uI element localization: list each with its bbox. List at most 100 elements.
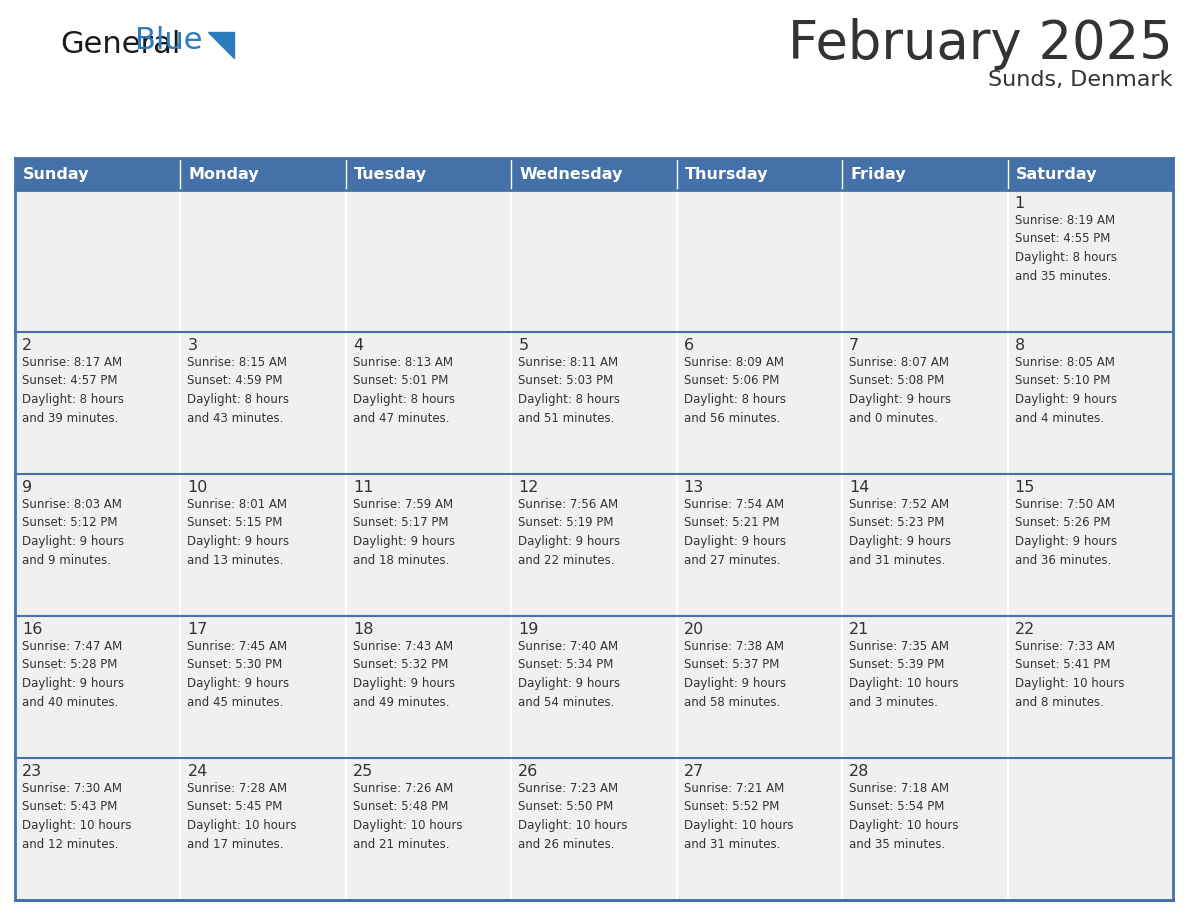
Text: 12: 12 — [518, 480, 538, 495]
Text: 9: 9 — [23, 480, 32, 495]
Bar — [346, 616, 511, 758]
Text: Sunrise: 8:19 AM
Sunset: 4:55 PM
Daylight: 8 hours
and 35 minutes.: Sunrise: 8:19 AM Sunset: 4:55 PM Dayligh… — [1015, 214, 1117, 283]
Bar — [346, 190, 511, 332]
Text: Sunrise: 8:15 AM
Sunset: 4:59 PM
Daylight: 8 hours
and 43 minutes.: Sunrise: 8:15 AM Sunset: 4:59 PM Dayligh… — [188, 356, 290, 424]
Text: Sunrise: 7:21 AM
Sunset: 5:52 PM
Daylight: 10 hours
and 31 minutes.: Sunrise: 7:21 AM Sunset: 5:52 PM Dayligh… — [684, 782, 794, 850]
Bar — [15, 190, 181, 332]
Text: 22: 22 — [1015, 622, 1035, 637]
Text: 4: 4 — [353, 338, 364, 353]
Bar — [842, 758, 1007, 900]
Text: 8: 8 — [1015, 338, 1025, 353]
Text: Saturday: Saturday — [1016, 166, 1097, 182]
Bar — [677, 332, 842, 474]
Text: 2: 2 — [23, 338, 32, 353]
Bar — [511, 332, 677, 474]
Text: 16: 16 — [23, 622, 43, 637]
Bar — [842, 158, 1007, 190]
Text: Tuesday: Tuesday — [354, 166, 426, 182]
Text: 13: 13 — [684, 480, 704, 495]
Bar — [1007, 616, 1173, 758]
Text: Wednesday: Wednesday — [519, 166, 623, 182]
Bar — [677, 616, 842, 758]
Text: Sunrise: 7:26 AM
Sunset: 5:48 PM
Daylight: 10 hours
and 21 minutes.: Sunrise: 7:26 AM Sunset: 5:48 PM Dayligh… — [353, 782, 462, 850]
Text: 1: 1 — [1015, 196, 1025, 211]
Text: 17: 17 — [188, 622, 208, 637]
Text: 7: 7 — [849, 338, 859, 353]
Text: 3: 3 — [188, 338, 197, 353]
Text: 23: 23 — [23, 764, 42, 779]
Bar — [677, 190, 842, 332]
Text: Sunrise: 7:33 AM
Sunset: 5:41 PM
Daylight: 10 hours
and 8 minutes.: Sunrise: 7:33 AM Sunset: 5:41 PM Dayligh… — [1015, 640, 1124, 709]
Bar — [15, 332, 181, 474]
Text: 18: 18 — [353, 622, 373, 637]
Text: 11: 11 — [353, 480, 373, 495]
Text: Friday: Friday — [851, 166, 905, 182]
Bar — [511, 758, 677, 900]
Bar — [181, 158, 346, 190]
Bar — [346, 332, 511, 474]
Bar — [181, 474, 346, 616]
Text: Monday: Monday — [189, 166, 259, 182]
Text: Sunrise: 7:35 AM
Sunset: 5:39 PM
Daylight: 10 hours
and 3 minutes.: Sunrise: 7:35 AM Sunset: 5:39 PM Dayligh… — [849, 640, 959, 709]
Bar — [511, 158, 677, 190]
Bar — [842, 332, 1007, 474]
Text: 14: 14 — [849, 480, 870, 495]
Text: Thursday: Thursday — [684, 166, 769, 182]
Text: Sunrise: 8:17 AM
Sunset: 4:57 PM
Daylight: 8 hours
and 39 minutes.: Sunrise: 8:17 AM Sunset: 4:57 PM Dayligh… — [23, 356, 124, 424]
Text: Sunrise: 7:47 AM
Sunset: 5:28 PM
Daylight: 9 hours
and 40 minutes.: Sunrise: 7:47 AM Sunset: 5:28 PM Dayligh… — [23, 640, 124, 709]
Bar — [1007, 158, 1173, 190]
Bar — [346, 758, 511, 900]
Bar — [15, 758, 181, 900]
Text: 10: 10 — [188, 480, 208, 495]
Text: Sunrise: 8:11 AM
Sunset: 5:03 PM
Daylight: 8 hours
and 51 minutes.: Sunrise: 8:11 AM Sunset: 5:03 PM Dayligh… — [518, 356, 620, 424]
Text: Sunds, Denmark: Sunds, Denmark — [988, 70, 1173, 90]
Text: Sunrise: 7:43 AM
Sunset: 5:32 PM
Daylight: 9 hours
and 49 minutes.: Sunrise: 7:43 AM Sunset: 5:32 PM Dayligh… — [353, 640, 455, 709]
Text: Sunrise: 8:13 AM
Sunset: 5:01 PM
Daylight: 8 hours
and 47 minutes.: Sunrise: 8:13 AM Sunset: 5:01 PM Dayligh… — [353, 356, 455, 424]
Text: 26: 26 — [518, 764, 538, 779]
Text: 5: 5 — [518, 338, 529, 353]
Bar — [1007, 474, 1173, 616]
Text: Sunrise: 7:23 AM
Sunset: 5:50 PM
Daylight: 10 hours
and 26 minutes.: Sunrise: 7:23 AM Sunset: 5:50 PM Dayligh… — [518, 782, 627, 850]
Text: Sunrise: 7:30 AM
Sunset: 5:43 PM
Daylight: 10 hours
and 12 minutes.: Sunrise: 7:30 AM Sunset: 5:43 PM Dayligh… — [23, 782, 132, 850]
Text: Sunrise: 8:05 AM
Sunset: 5:10 PM
Daylight: 9 hours
and 4 minutes.: Sunrise: 8:05 AM Sunset: 5:10 PM Dayligh… — [1015, 356, 1117, 424]
Bar — [346, 474, 511, 616]
Bar — [677, 474, 842, 616]
Bar — [181, 616, 346, 758]
Bar — [15, 474, 181, 616]
Text: Sunrise: 8:09 AM
Sunset: 5:06 PM
Daylight: 8 hours
and 56 minutes.: Sunrise: 8:09 AM Sunset: 5:06 PM Dayligh… — [684, 356, 785, 424]
Text: General: General — [61, 30, 181, 59]
Bar — [15, 616, 181, 758]
Bar — [511, 190, 677, 332]
Text: Sunrise: 8:01 AM
Sunset: 5:15 PM
Daylight: 9 hours
and 13 minutes.: Sunrise: 8:01 AM Sunset: 5:15 PM Dayligh… — [188, 498, 290, 566]
Bar — [1007, 758, 1173, 900]
Bar — [15, 158, 181, 190]
Text: 25: 25 — [353, 764, 373, 779]
Bar — [677, 158, 842, 190]
Bar — [1007, 190, 1173, 332]
Text: Sunrise: 7:18 AM
Sunset: 5:54 PM
Daylight: 10 hours
and 35 minutes.: Sunrise: 7:18 AM Sunset: 5:54 PM Dayligh… — [849, 782, 959, 850]
Bar — [346, 158, 511, 190]
Text: 6: 6 — [684, 338, 694, 353]
Text: Sunrise: 7:52 AM
Sunset: 5:23 PM
Daylight: 9 hours
and 31 minutes.: Sunrise: 7:52 AM Sunset: 5:23 PM Dayligh… — [849, 498, 952, 566]
Text: Sunrise: 7:40 AM
Sunset: 5:34 PM
Daylight: 9 hours
and 54 minutes.: Sunrise: 7:40 AM Sunset: 5:34 PM Dayligh… — [518, 640, 620, 709]
Text: Sunrise: 7:59 AM
Sunset: 5:17 PM
Daylight: 9 hours
and 18 minutes.: Sunrise: 7:59 AM Sunset: 5:17 PM Dayligh… — [353, 498, 455, 566]
Text: February 2025: February 2025 — [789, 18, 1173, 70]
Text: 20: 20 — [684, 622, 704, 637]
Bar — [511, 474, 677, 616]
Bar — [181, 190, 346, 332]
Text: 15: 15 — [1015, 480, 1035, 495]
Text: 27: 27 — [684, 764, 704, 779]
Text: Sunrise: 7:28 AM
Sunset: 5:45 PM
Daylight: 10 hours
and 17 minutes.: Sunrise: 7:28 AM Sunset: 5:45 PM Dayligh… — [188, 782, 297, 850]
Bar — [842, 616, 1007, 758]
Text: 24: 24 — [188, 764, 208, 779]
Text: Sunrise: 7:56 AM
Sunset: 5:19 PM
Daylight: 9 hours
and 22 minutes.: Sunrise: 7:56 AM Sunset: 5:19 PM Dayligh… — [518, 498, 620, 566]
Polygon shape — [208, 32, 234, 58]
Text: Sunrise: 8:03 AM
Sunset: 5:12 PM
Daylight: 9 hours
and 9 minutes.: Sunrise: 8:03 AM Sunset: 5:12 PM Dayligh… — [23, 498, 124, 566]
Text: Sunrise: 8:07 AM
Sunset: 5:08 PM
Daylight: 9 hours
and 0 minutes.: Sunrise: 8:07 AM Sunset: 5:08 PM Dayligh… — [849, 356, 952, 424]
Bar — [511, 616, 677, 758]
Bar — [1007, 332, 1173, 474]
Text: 19: 19 — [518, 622, 538, 637]
Text: Blue: Blue — [135, 26, 202, 55]
Bar — [677, 758, 842, 900]
Text: Sunrise: 7:54 AM
Sunset: 5:21 PM
Daylight: 9 hours
and 27 minutes.: Sunrise: 7:54 AM Sunset: 5:21 PM Dayligh… — [684, 498, 785, 566]
